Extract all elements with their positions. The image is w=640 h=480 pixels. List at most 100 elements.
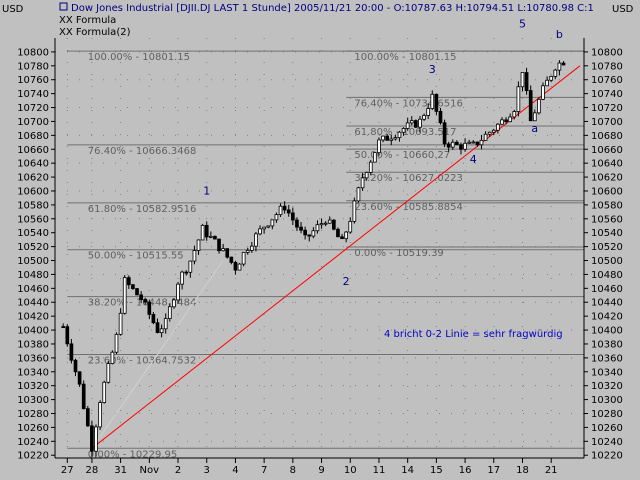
candle <box>106 361 111 384</box>
candle <box>561 61 566 66</box>
candle <box>213 235 217 240</box>
candle-body <box>520 72 525 88</box>
candle <box>258 225 262 236</box>
right-tick-label: 10780 <box>591 61 623 72</box>
analysis-note: 4 bricht 0-2 Linie = sehr fragwürdig <box>384 329 563 340</box>
candle <box>233 260 238 275</box>
fib2-level-label: 50.00% - 10660.27 <box>354 150 450 161</box>
fib1-level-label: 23.60% - 10364.7532 <box>88 356 197 367</box>
candle-body <box>77 371 82 385</box>
candle-body <box>491 129 496 133</box>
candle-body <box>139 294 143 301</box>
grid-dots <box>55 38 584 458</box>
candle-body <box>307 234 312 237</box>
right-tick-label: 10680 <box>591 131 623 142</box>
time-tick-label: 16 <box>459 465 472 476</box>
time-tick-label: 9 <box>318 465 324 476</box>
wave-label: 5 <box>519 18 526 31</box>
candle-body <box>475 141 480 146</box>
candle <box>159 324 164 338</box>
candle <box>143 297 148 305</box>
candle-body <box>549 76 554 81</box>
left-tick-label: 10740 <box>17 89 49 100</box>
candle <box>291 207 295 225</box>
candle <box>221 243 225 252</box>
right-tick-label: 10260 <box>591 423 623 434</box>
candle <box>471 140 476 144</box>
time-tick-label: 15 <box>430 465 443 476</box>
candle-body <box>389 138 394 141</box>
candle-body <box>237 263 242 271</box>
candle <box>167 303 172 322</box>
wave-label: 3 <box>429 63 436 76</box>
candle <box>332 219 336 231</box>
candle <box>373 152 377 163</box>
candle <box>364 171 369 181</box>
candle <box>126 275 131 289</box>
candle <box>282 201 287 214</box>
candle-body <box>532 112 537 122</box>
left-tick-label: 10340 <box>17 367 49 378</box>
candle-body <box>541 85 545 100</box>
fib-levels: 100.00% - 10801.15 76.40% - 10666.3468 61.… <box>67 50 584 460</box>
candle-body <box>344 231 348 240</box>
right-tick-label: 10400 <box>591 326 623 337</box>
left-axis-unit: USD <box>2 4 24 15</box>
candle-body <box>250 245 254 251</box>
candle <box>508 113 513 123</box>
right-tick-label: 10540 <box>591 228 623 239</box>
candle <box>450 139 455 151</box>
time-tick-label: Nov <box>140 465 160 476</box>
legend-formula-1[interactable]: XX Formula <box>59 15 116 26</box>
wave-label: b <box>556 28 563 41</box>
candle <box>409 116 414 126</box>
candle <box>491 128 496 136</box>
candle-body <box>241 251 246 265</box>
candle-body <box>405 122 410 129</box>
candle-body <box>61 326 66 328</box>
candle-body <box>332 219 336 230</box>
left-tick-label: 10560 <box>17 214 49 225</box>
candle-body <box>450 141 455 148</box>
time-tick-label: 7 <box>261 465 267 476</box>
candle <box>262 226 266 234</box>
right-tick-label: 10740 <box>591 89 623 100</box>
legend-formula-2[interactable]: XX Formula(2) <box>59 27 131 38</box>
candle-body <box>102 381 107 404</box>
candle-body <box>315 224 320 232</box>
candle <box>307 234 312 242</box>
candle-body <box>278 205 283 216</box>
fib2-level-label: 76.40% - 10734.6516 <box>354 98 463 109</box>
candle <box>389 134 394 146</box>
candle-body <box>483 133 488 141</box>
left-tick-label: 10520 <box>17 242 49 253</box>
candle-body <box>471 141 476 144</box>
candle <box>422 113 426 122</box>
candle <box>483 131 488 141</box>
candle-body <box>274 214 279 221</box>
candle-body <box>352 200 357 222</box>
right-tick-label: 10320 <box>591 381 623 392</box>
candle-body <box>373 152 377 163</box>
candle <box>65 324 70 347</box>
left-tick-label: 10660 <box>17 145 49 156</box>
fib2-level-label: 0.00% - 10519.39 <box>354 248 443 259</box>
candle <box>528 85 533 122</box>
candle-body <box>106 363 111 383</box>
candle <box>94 424 98 457</box>
candle <box>418 115 422 133</box>
left-tick-label: 10380 <box>17 339 49 350</box>
candle <box>188 260 193 278</box>
fib1-level-label: 0.00% - 10229.95 <box>88 449 177 460</box>
candle <box>475 141 480 147</box>
series-icon[interactable] <box>59 2 68 11</box>
left-tick-label: 10320 <box>17 381 49 392</box>
candle-body <box>455 141 459 146</box>
left-tick-label: 10280 <box>17 409 49 420</box>
time-tick-label: 2 <box>175 465 181 476</box>
left-tick-label: 10680 <box>17 131 49 142</box>
candle-body <box>184 271 189 274</box>
right-axis-unit: USD <box>612 4 634 15</box>
candle <box>151 312 156 325</box>
candle-body <box>319 223 324 226</box>
